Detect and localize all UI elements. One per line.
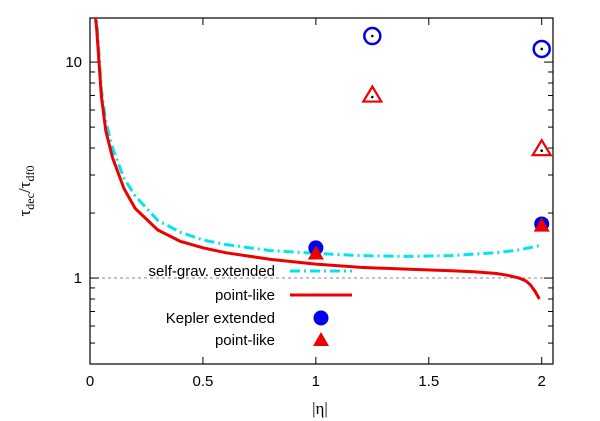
data-point-open_triangles-dot	[371, 95, 374, 99]
series-line-self_grav_point	[94, 18, 541, 300]
series-line-self_grav_extended	[94, 18, 543, 258]
legend-label: point-like	[215, 287, 275, 304]
legend-swatch	[313, 332, 329, 346]
data-point-open_triangles	[361, 84, 384, 103]
y-axis-title: τdec/τdf0	[15, 165, 37, 216]
x-tick-label: 0.5	[192, 373, 213, 390]
y-axis-title-sub2: df0	[23, 165, 37, 181]
plot-frame	[89, 17, 554, 365]
data-point-open_circles	[363, 26, 382, 46]
data-point-kepler_point	[307, 245, 324, 260]
legend-swatch	[313, 310, 329, 326]
legend-label: Kepler extended	[166, 310, 275, 327]
x-tick-label: 1	[312, 373, 320, 390]
y-tick-label: 1	[74, 270, 82, 287]
series-layer	[94, 18, 543, 300]
data-point-kepler_point	[533, 217, 550, 232]
y-axis-title-slash: /	[15, 188, 34, 193]
legend-label: point-like	[215, 332, 275, 349]
legend-label: self-grav. extended	[149, 263, 275, 280]
ticks-layer: 0 0.5 1 1.5 2 1 10	[65, 18, 553, 390]
y-tick-label: 10	[65, 54, 82, 71]
y-axis-title-tau1: τ	[15, 210, 34, 217]
x-tick-label: 2	[538, 373, 546, 390]
x-tick-label: 1.5	[418, 373, 439, 390]
data-point-open_triangles	[530, 138, 553, 157]
data-point-open_circles-dot	[371, 34, 374, 38]
data-point-open_circles-dot	[540, 47, 544, 51]
data-point-open_circles	[532, 39, 551, 59]
markers-layer	[307, 26, 553, 260]
y-axis-title-tau2: τ	[15, 181, 34, 188]
data-point-open_triangles-dot	[540, 149, 544, 153]
legend: self-grav. extended point-like Kepler exte…	[149, 263, 352, 349]
y-axis-title-sub1: dec	[23, 193, 37, 210]
x-tick-label: 0	[86, 373, 94, 390]
x-axis-title: |η|	[312, 399, 328, 418]
